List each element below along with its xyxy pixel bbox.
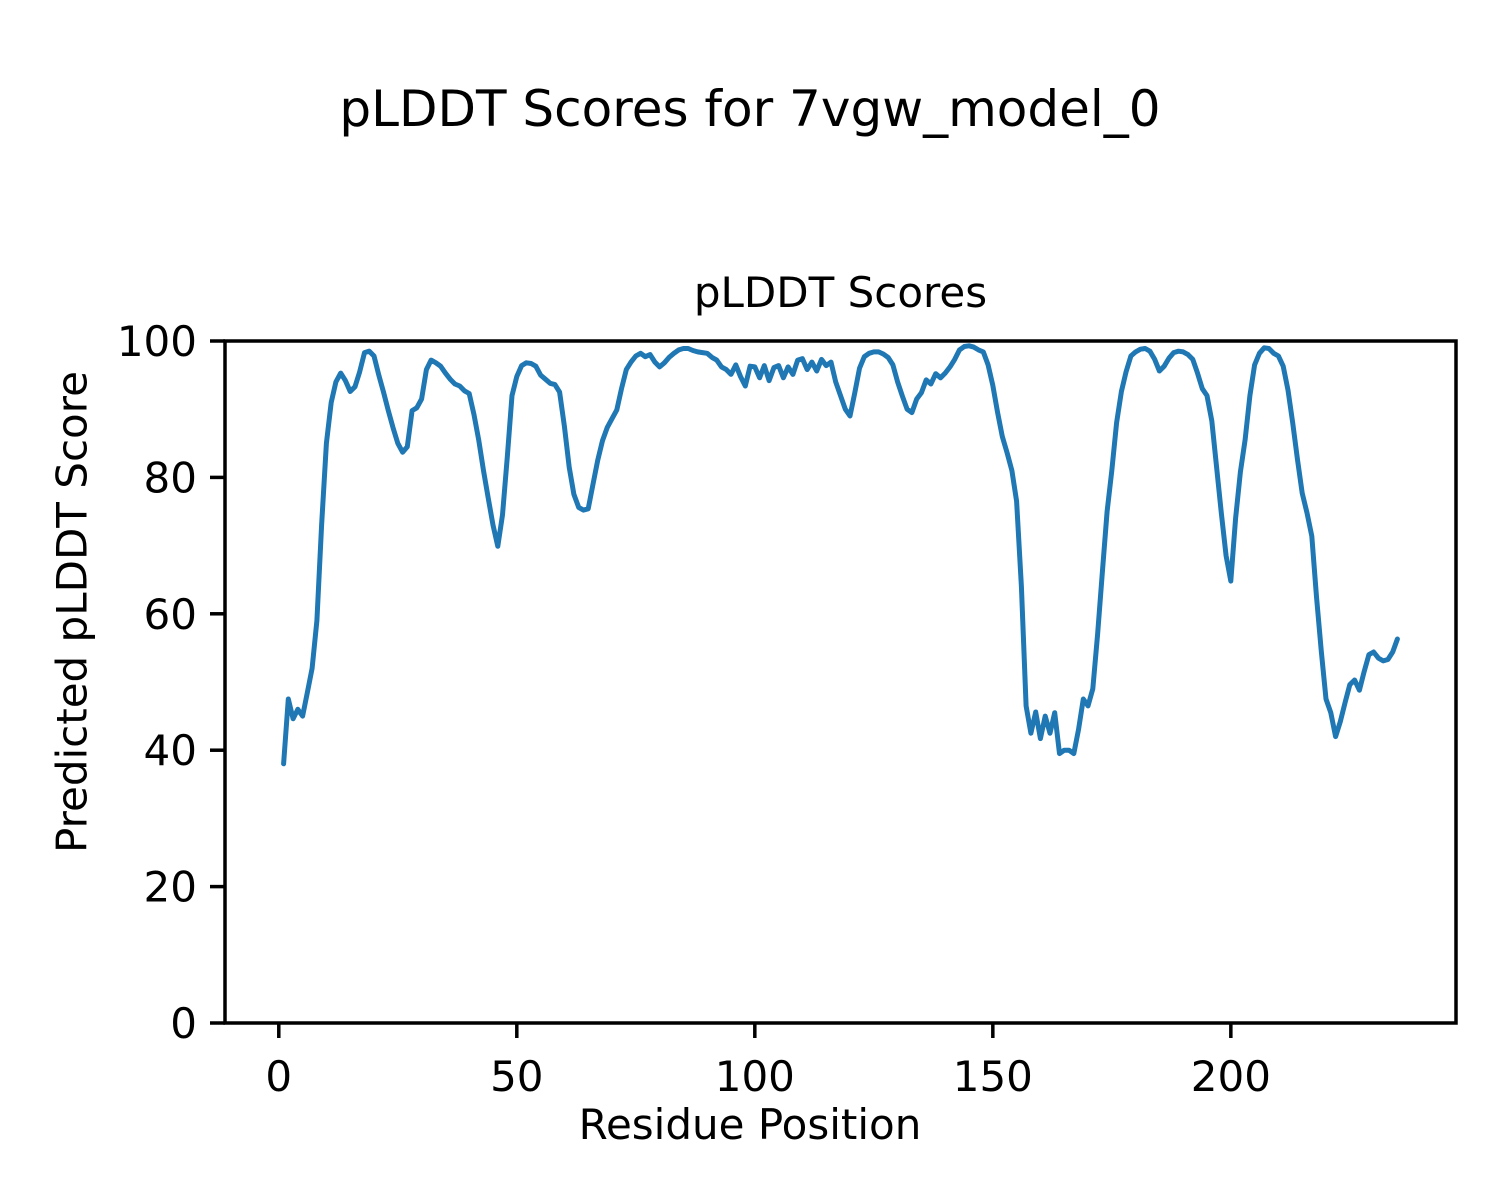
y-tick-label: 100 <box>117 317 197 366</box>
x-tick-label: 50 <box>490 1052 543 1101</box>
x-tick-label: 200 <box>1191 1052 1271 1101</box>
y-tick-label: 40 <box>144 726 197 775</box>
y-tick-label: 80 <box>144 453 197 502</box>
figure-title: pLDDT Scores for 7vgw_model_0 <box>339 80 1161 138</box>
y-tick-label: 60 <box>144 590 197 639</box>
axes-spines <box>223 339 1458 1025</box>
x-tick-label: 100 <box>715 1052 795 1101</box>
x-tick-label: 150 <box>953 1052 1033 1101</box>
y-tick-label: 20 <box>144 863 197 912</box>
y-tick-label: 0 <box>170 999 197 1048</box>
x-tick-label: 0 <box>265 1052 292 1101</box>
x-axis-label: Residue Position <box>578 1100 922 1149</box>
axes-title: pLDDT Scores <box>693 268 988 317</box>
plddt-line <box>281 343 1400 767</box>
